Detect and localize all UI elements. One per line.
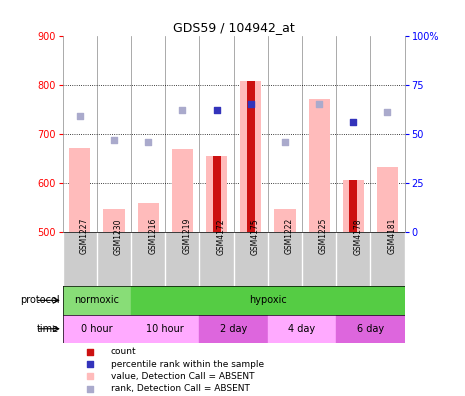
Text: GSM4172: GSM4172 bbox=[217, 218, 226, 255]
Text: GSM1216: GSM1216 bbox=[148, 218, 157, 255]
Text: 4 day: 4 day bbox=[288, 324, 316, 334]
Point bbox=[213, 107, 220, 113]
Bar bbox=[247, 81, 255, 232]
Point bbox=[86, 348, 94, 355]
Text: rank, Detection Call = ABSENT: rank, Detection Call = ABSENT bbox=[111, 384, 250, 393]
Text: GSM1230: GSM1230 bbox=[114, 218, 123, 255]
Text: percentile rank within the sample: percentile rank within the sample bbox=[111, 360, 264, 369]
Text: 0 hour: 0 hour bbox=[81, 324, 113, 334]
Point bbox=[350, 119, 357, 125]
Bar bbox=[199, 314, 268, 343]
Text: 6 day: 6 day bbox=[357, 324, 384, 334]
Bar bbox=[349, 181, 357, 232]
Bar bbox=[213, 156, 220, 232]
Bar bbox=[240, 81, 261, 232]
Bar bbox=[131, 314, 199, 343]
Bar bbox=[63, 314, 131, 343]
Title: GDS59 / 104942_at: GDS59 / 104942_at bbox=[173, 21, 294, 34]
Text: count: count bbox=[111, 347, 136, 356]
Text: 2 day: 2 day bbox=[220, 324, 247, 334]
Point bbox=[86, 373, 94, 379]
Text: GSM4178: GSM4178 bbox=[353, 218, 362, 255]
Bar bbox=[274, 209, 296, 232]
Point bbox=[179, 107, 186, 113]
Text: GSM1219: GSM1219 bbox=[182, 218, 192, 255]
Bar bbox=[138, 204, 159, 232]
Bar bbox=[268, 314, 336, 343]
Bar bbox=[336, 314, 405, 343]
Text: protocol: protocol bbox=[20, 295, 60, 305]
Bar bbox=[308, 99, 330, 232]
Point bbox=[315, 101, 323, 107]
Point bbox=[384, 109, 391, 115]
Text: GSM1225: GSM1225 bbox=[319, 218, 328, 255]
Bar bbox=[206, 156, 227, 232]
Bar bbox=[343, 181, 364, 232]
Text: GSM1227: GSM1227 bbox=[80, 218, 89, 255]
Text: GSM4181: GSM4181 bbox=[387, 218, 397, 255]
Text: hypoxic: hypoxic bbox=[249, 295, 287, 305]
Bar bbox=[103, 209, 125, 232]
Text: GSM1222: GSM1222 bbox=[285, 218, 294, 254]
Point bbox=[145, 139, 152, 145]
Text: normoxic: normoxic bbox=[74, 295, 120, 305]
Point bbox=[86, 385, 94, 392]
Bar bbox=[69, 148, 91, 232]
Point bbox=[247, 101, 254, 107]
Bar bbox=[172, 149, 193, 232]
Bar bbox=[63, 286, 131, 314]
Point bbox=[281, 139, 289, 145]
Text: 10 hour: 10 hour bbox=[146, 324, 184, 334]
Text: time: time bbox=[37, 324, 60, 334]
Bar bbox=[377, 167, 398, 232]
Text: GSM4175: GSM4175 bbox=[251, 218, 260, 255]
Point bbox=[86, 361, 94, 367]
Bar bbox=[131, 286, 405, 314]
Text: value, Detection Call = ABSENT: value, Detection Call = ABSENT bbox=[111, 372, 254, 381]
Point bbox=[76, 113, 84, 119]
Point bbox=[110, 137, 118, 143]
